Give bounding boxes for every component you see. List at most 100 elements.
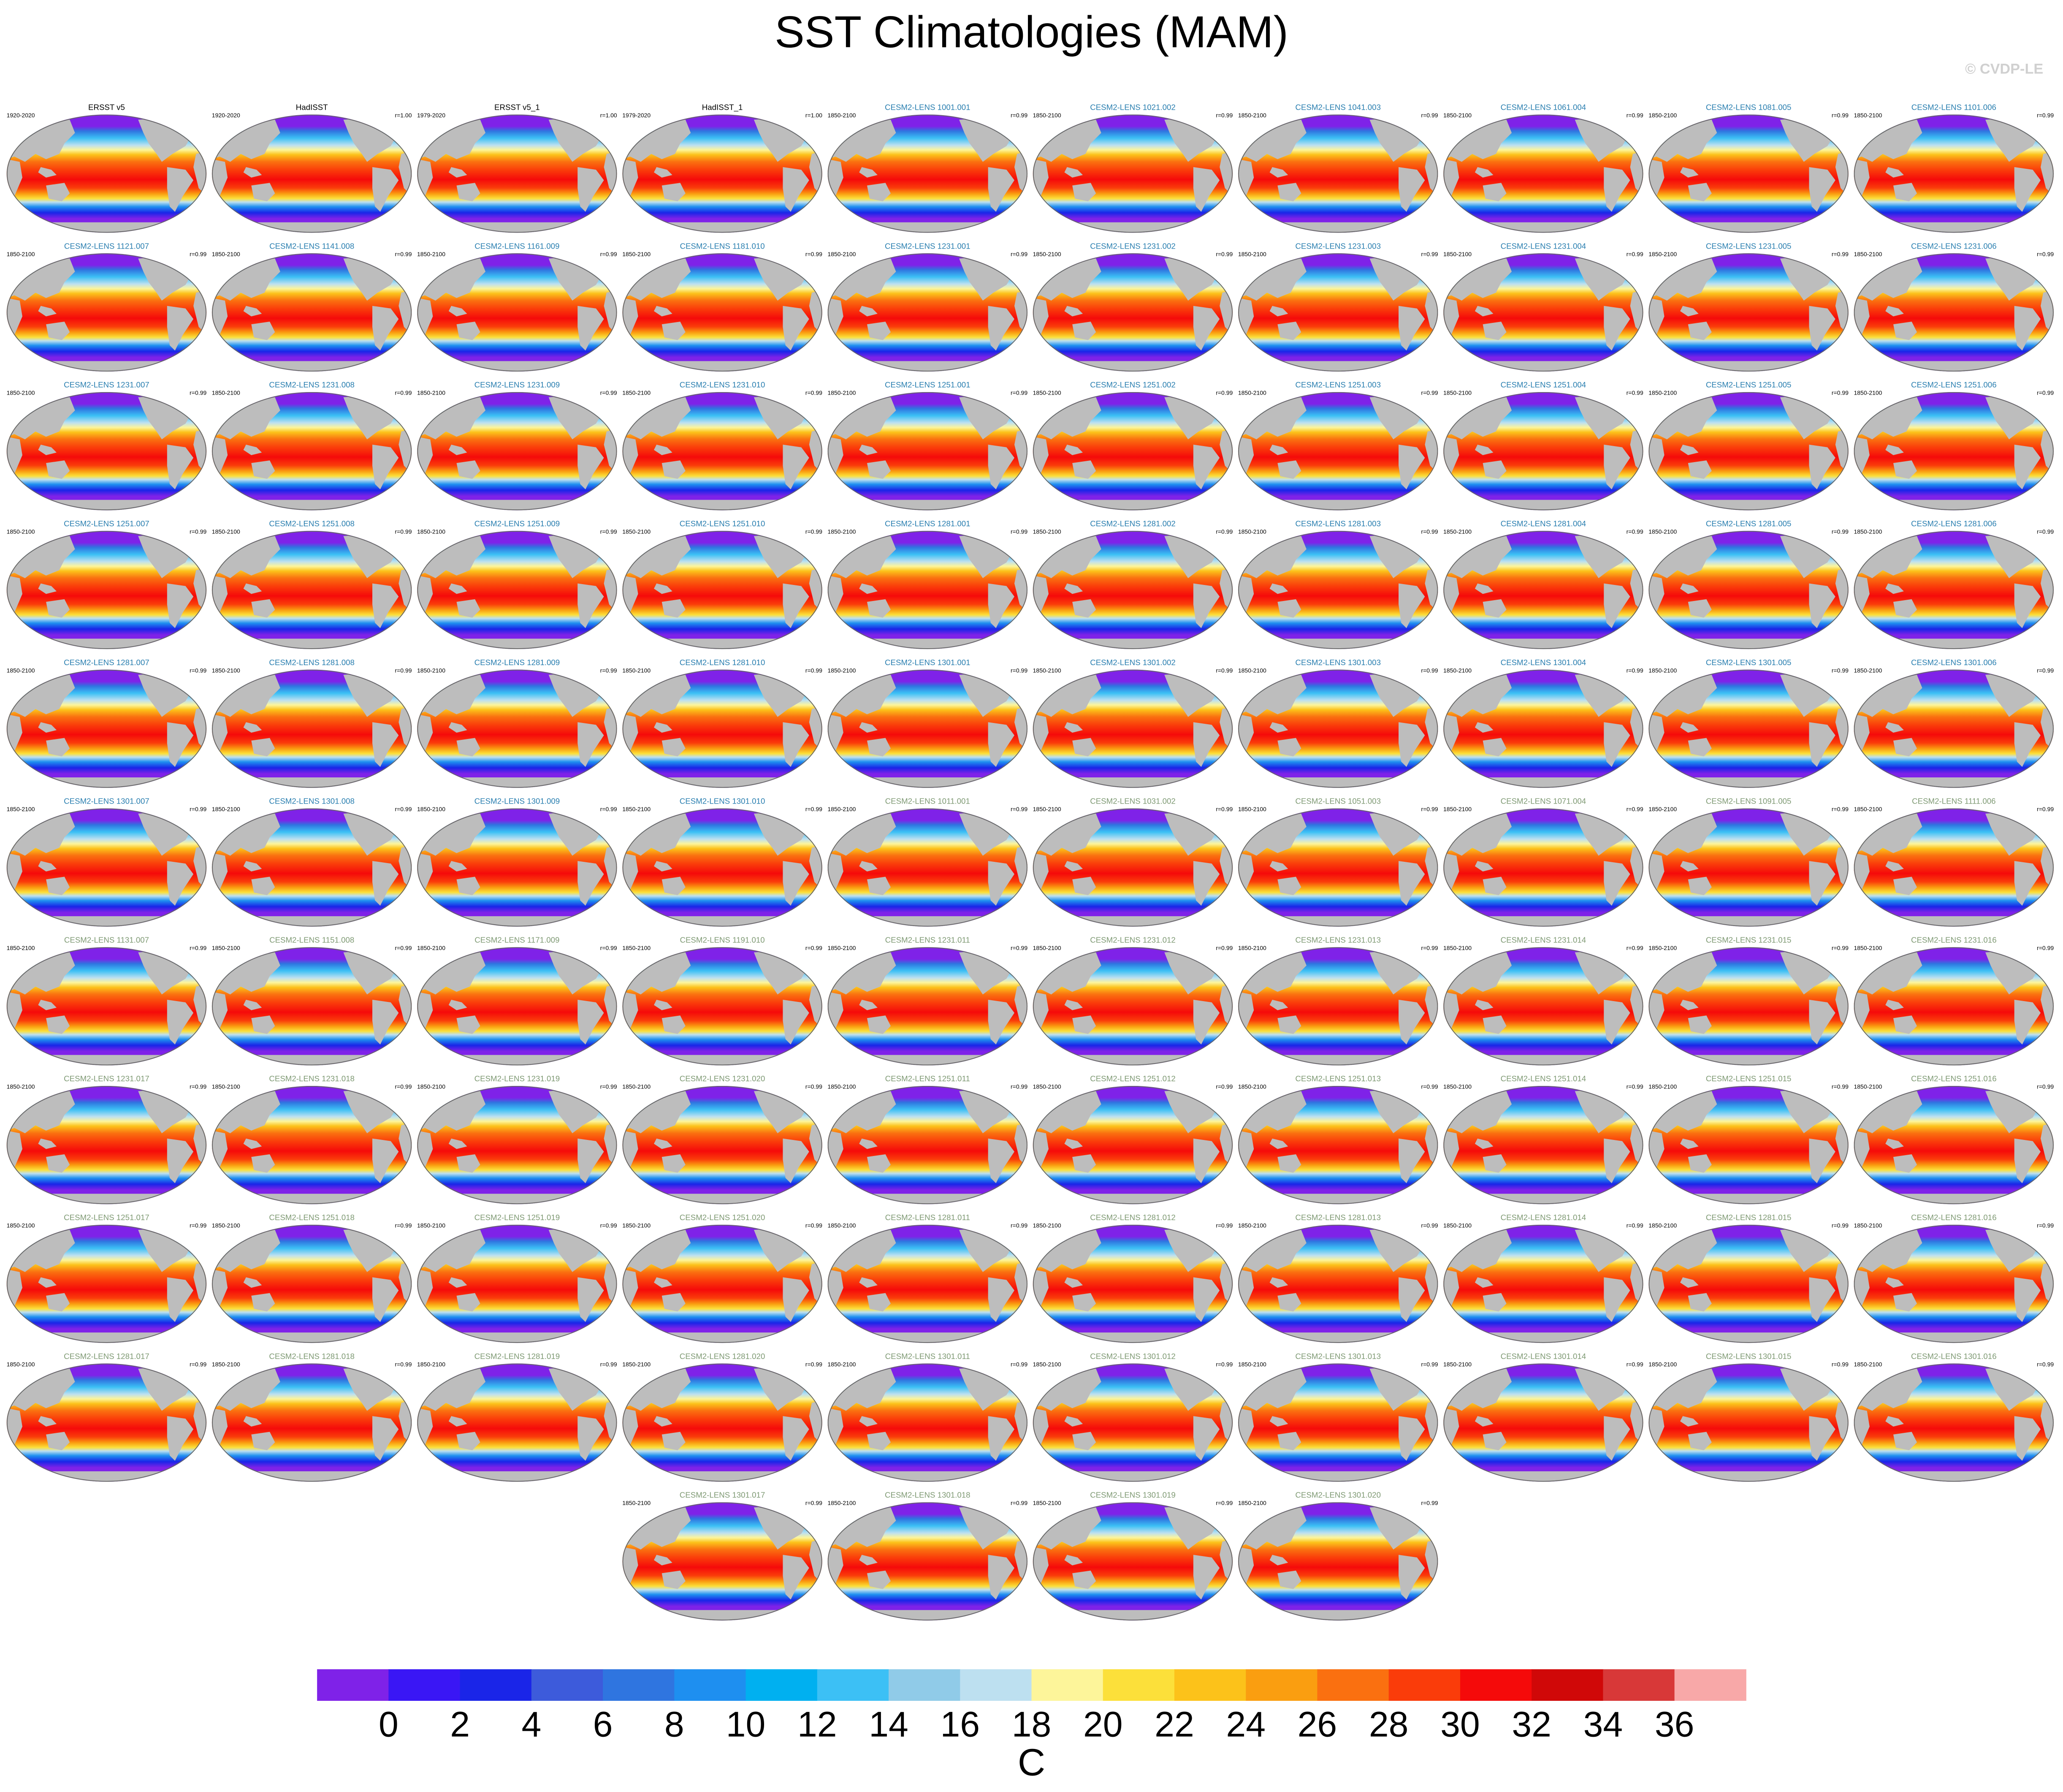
- map-panel: CESM2-LENS 1301.002 1850-2100 r=0.99: [1033, 658, 1233, 788]
- map-panel: CESM2-LENS 1251.016 1850-2100 r=0.99: [1854, 1074, 2054, 1204]
- map-panel: CESM2-LENS 1281.007 1850-2100 r=0.99: [7, 658, 207, 788]
- sst-map: [7, 392, 207, 511]
- colorbar-tick-label: 10: [726, 1705, 766, 1744]
- panel-period: 1979-2020: [417, 112, 445, 119]
- panel-period: 1850-2100: [1238, 528, 1266, 535]
- panel-correlation: r=0.99: [1216, 112, 1233, 119]
- sst-map: [1238, 1364, 1438, 1482]
- colorbar-tick-label: 6: [593, 1705, 613, 1744]
- sst-map: [417, 1086, 617, 1205]
- map-panel: CESM2-LENS 1301.005 1850-2100 r=0.99: [1648, 658, 1849, 788]
- sst-map: [212, 1364, 412, 1482]
- panel-title: CESM2-LENS 1141.008: [269, 241, 354, 250]
- panel-title: CESM2-LENS 1231.016: [1911, 935, 1997, 944]
- panel-period: 1850-2100: [1648, 1083, 1677, 1090]
- map-panel: CESM2-LENS 1251.003 1850-2100 r=0.99: [1238, 380, 1438, 510]
- map-panel: CESM2-LENS 1251.008 1850-2100 r=0.99: [212, 519, 412, 649]
- panel-period: 1850-2100: [1854, 390, 1882, 396]
- panel-period: 1850-2100: [1238, 1222, 1266, 1229]
- colorbar-tick-label: 0: [379, 1705, 399, 1744]
- colorbar-tick-label: 2: [450, 1705, 470, 1744]
- sst-map: [1854, 114, 2054, 233]
- sst-map: [1648, 253, 1849, 372]
- panel-title: CESM2-LENS 1251.001: [885, 380, 971, 389]
- map-panel: CESM2-LENS 1301.010 1850-2100 r=0.99: [622, 797, 822, 927]
- panel-correlation: r=0.99: [1011, 528, 1027, 535]
- panel-period: 1850-2100: [1238, 1083, 1266, 1090]
- panel-correlation: r=0.99: [190, 528, 206, 535]
- panel-correlation: r=0.99: [1216, 1500, 1233, 1506]
- sst-map: [622, 114, 822, 233]
- panel-title: CESM2-LENS 1251.004: [1501, 380, 1586, 389]
- panel-period: 1850-2100: [1443, 1083, 1472, 1090]
- map-panel: CESM2-LENS 1251.012 1850-2100 r=0.99: [1033, 1074, 1233, 1204]
- colorbar-tick-label: 14: [869, 1705, 908, 1744]
- panel-period: 1850-2100: [212, 806, 240, 812]
- panel-correlation: r=0.99: [1011, 390, 1027, 396]
- panel-correlation: r=0.99: [600, 1083, 617, 1090]
- sst-map: [1238, 1502, 1438, 1621]
- panel-title: CESM2-LENS 1031.002: [1090, 797, 1176, 806]
- panel-period: 1850-2100: [1648, 1361, 1677, 1367]
- panel-period: 1850-2100: [212, 667, 240, 674]
- panel-correlation: r=0.99: [1627, 945, 1643, 951]
- panel-correlation: r=0.99: [1011, 806, 1027, 812]
- sst-map: [1648, 531, 1849, 650]
- map-panel: CESM2-LENS 1251.007 1850-2100 r=0.99: [7, 519, 207, 649]
- panel-correlation: r=0.99: [190, 251, 206, 257]
- panel-period: 1850-2100: [212, 1222, 240, 1229]
- panel-title: CESM2-LENS 1251.011: [885, 1074, 970, 1083]
- sst-map: [1033, 1086, 1233, 1205]
- panel-title: CESM2-LENS 1041.003: [1295, 103, 1381, 112]
- panel-title: ERSST v5_1: [494, 103, 540, 112]
- panel-title: CESM2-LENS 1301.014: [1501, 1352, 1586, 1361]
- panel-correlation: r=0.99: [190, 1222, 206, 1229]
- map-panel: CESM2-LENS 1011.001 1850-2100 r=0.99: [827, 797, 1027, 927]
- panel-period: 1850-2100: [212, 1083, 240, 1090]
- map-panel: CESM2-LENS 1041.003 1850-2100 r=0.99: [1238, 103, 1438, 233]
- map-panel: CESM2-LENS 1251.005 1850-2100 r=0.99: [1648, 380, 1849, 510]
- panel-title: CESM2-LENS 1231.003: [1295, 241, 1381, 250]
- panel-title: CESM2-LENS 1251.017: [64, 1213, 149, 1222]
- panel-period: 1850-2100: [622, 390, 651, 396]
- color-box: [1317, 1669, 1389, 1701]
- color-box: [1031, 1669, 1103, 1701]
- map-panel: CESM2-LENS 1301.012 1850-2100 r=0.99: [1033, 1352, 1233, 1482]
- panel-correlation: r=0.99: [1627, 528, 1643, 535]
- map-panel: CESM2-LENS 1281.017 1850-2100 r=0.99: [7, 1352, 207, 1482]
- panel-title: CESM2-LENS 1301.015: [1706, 1352, 1792, 1361]
- map-panel: CESM2-LENS 1231.007 1850-2100 r=0.99: [7, 380, 207, 510]
- panel-title: CESM2-LENS 1001.001: [885, 103, 971, 112]
- color-box: [388, 1669, 461, 1701]
- sst-map: [1238, 253, 1438, 372]
- sst-map: [1443, 114, 1643, 233]
- panel-correlation: r=0.99: [805, 1083, 822, 1090]
- color-box: [1603, 1669, 1675, 1701]
- panel-period: 1850-2100: [1033, 112, 1061, 119]
- map-panel: CESM2-LENS 1281.009 1850-2100 r=0.99: [417, 658, 617, 788]
- sst-map: [1648, 669, 1849, 788]
- panel-period: 1850-2100: [1443, 667, 1472, 674]
- sst-map: [7, 114, 207, 233]
- panel-title: CESM2-LENS 1281.016: [1911, 1213, 1997, 1222]
- figure-title: SST Climatologies (MAM): [775, 7, 1288, 57]
- sst-map: [1238, 808, 1438, 927]
- sst-map: [417, 253, 617, 372]
- panel-correlation: r=0.99: [600, 528, 617, 535]
- panel-correlation: r=0.99: [2037, 390, 2054, 396]
- panel-title: CESM2-LENS 1301.012: [1090, 1352, 1176, 1361]
- panel-title: CESM2-LENS 1301.004: [1501, 658, 1586, 667]
- panel-correlation: r=0.99: [1627, 806, 1643, 812]
- color-box: [1246, 1669, 1318, 1701]
- color-box: [817, 1669, 889, 1701]
- panel-correlation: r=0.99: [1627, 112, 1643, 119]
- panel-correlation: r=0.99: [395, 945, 412, 951]
- panel-correlation: r=0.99: [395, 1222, 412, 1229]
- panel-period: 1850-2100: [7, 1083, 35, 1090]
- sst-map: [1443, 947, 1643, 1066]
- panel-period: 1850-2100: [827, 667, 856, 674]
- map-panel: CESM2-LENS 1281.018 1850-2100 r=0.99: [212, 1352, 412, 1482]
- colorbar-tick-label: 36: [1655, 1705, 1694, 1744]
- sst-map: [1033, 669, 1233, 788]
- panel-period: 1850-2100: [827, 1361, 856, 1367]
